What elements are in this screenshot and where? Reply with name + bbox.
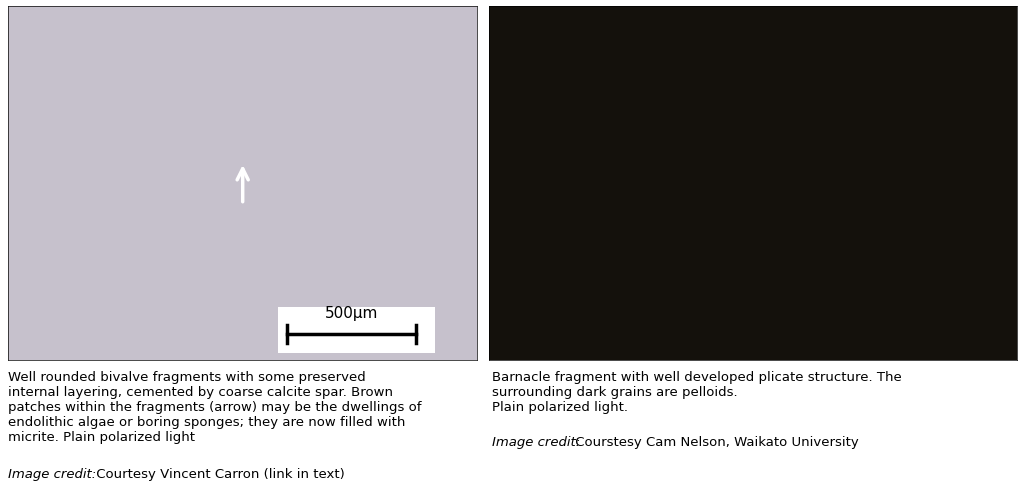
Text: Courtesy Vincent Carron (link in text): Courtesy Vincent Carron (link in text)	[92, 467, 345, 480]
Text: Courstesy Cam Nelson, Waikato University: Courstesy Cam Nelson, Waikato University	[571, 436, 859, 449]
Text: Well rounded bivalve fragments with some preserved
internal layering, cemented b: Well rounded bivalve fragments with some…	[8, 370, 422, 443]
Text: 500μm: 500μm	[325, 305, 379, 320]
Text: Image credit:: Image credit:	[492, 436, 580, 449]
Bar	[278, 308, 435, 353]
Text: Image credit:: Image credit:	[8, 467, 96, 480]
Text: Barnacle fragment with well developed plicate structure. The
surrounding dark gr: Barnacle fragment with well developed pl…	[492, 370, 901, 413]
